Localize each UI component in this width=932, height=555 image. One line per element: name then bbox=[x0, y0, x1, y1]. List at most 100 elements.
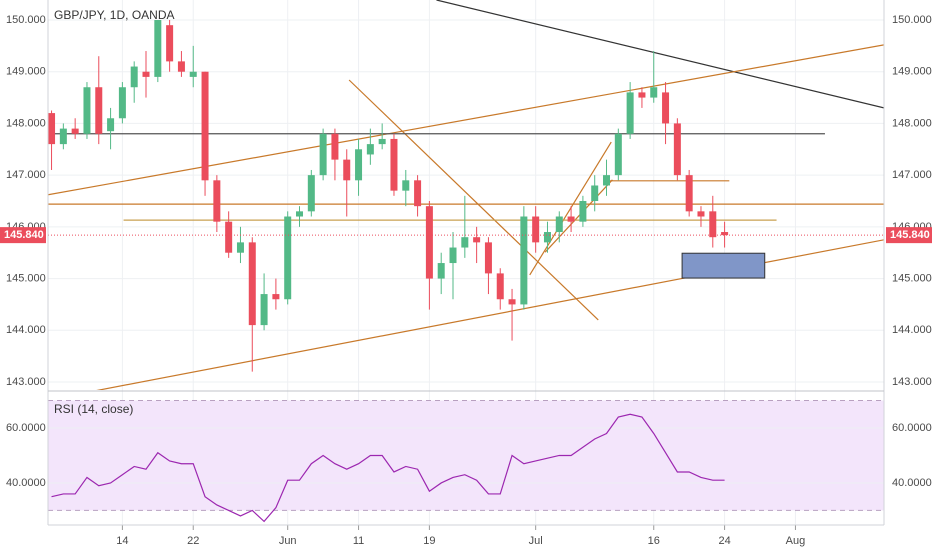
last-price-badge bbox=[886, 227, 932, 244]
y-tick-label: 150.000 bbox=[892, 14, 932, 26]
candle-body bbox=[118, 87, 126, 119]
last-price-label: 145.840 bbox=[890, 229, 930, 241]
candle-body bbox=[709, 211, 717, 238]
y-tick-label: 149.000 bbox=[6, 66, 46, 78]
x-tick-label: 22 bbox=[187, 535, 199, 547]
candle-body bbox=[579, 200, 587, 222]
band-fill bbox=[48, 400, 884, 511]
y-tick-label: 143.000 bbox=[892, 376, 932, 388]
candle-body bbox=[543, 232, 551, 243]
x-tick-label: Jun bbox=[279, 535, 297, 547]
candle-body bbox=[532, 216, 540, 243]
candle-body bbox=[343, 159, 351, 181]
candle-body bbox=[378, 138, 386, 145]
y-tick-label: 147.000 bbox=[6, 169, 46, 181]
trend-line bbox=[348, 79, 599, 321]
candle-body bbox=[591, 185, 599, 201]
candle-body bbox=[59, 128, 67, 145]
x-tick-label: Jul bbox=[529, 535, 543, 547]
chart-title: GBP/JPY, 1D, OANDA bbox=[54, 8, 175, 22]
candle-body bbox=[638, 92, 646, 98]
candle-body bbox=[236, 242, 244, 253]
candle-body bbox=[154, 20, 162, 77]
pane bbox=[48, 400, 884, 523]
candle-body bbox=[95, 87, 103, 134]
candle-body bbox=[260, 294, 268, 326]
last-price-badge bbox=[0, 227, 46, 244]
candle-body bbox=[189, 71, 197, 77]
candle-body bbox=[461, 237, 469, 248]
x-tick-label: 11 bbox=[353, 535, 364, 547]
x-tick-label: 19 bbox=[423, 535, 435, 547]
y-tick-label: 150.000 bbox=[6, 14, 46, 26]
candle-body bbox=[555, 216, 563, 233]
y-tick-label: 144.000 bbox=[6, 324, 46, 336]
candle-body bbox=[319, 133, 327, 176]
candle-body bbox=[307, 175, 315, 212]
y-tick-label: 40.0000 bbox=[6, 477, 46, 489]
x-tick-label: 16 bbox=[648, 535, 660, 547]
candle-body bbox=[166, 25, 174, 62]
y-tick-label: 149.000 bbox=[892, 66, 932, 78]
candle-body bbox=[225, 221, 233, 253]
candle-body bbox=[390, 138, 398, 191]
y-tick-label: 40.0000 bbox=[892, 477, 932, 489]
candle-body bbox=[662, 92, 670, 124]
candle-body bbox=[437, 263, 445, 279]
candle-body bbox=[685, 175, 693, 212]
x-tick-label: Aug bbox=[786, 535, 806, 547]
candle-body bbox=[284, 216, 292, 300]
candle-body bbox=[414, 180, 422, 207]
candle-body bbox=[296, 211, 304, 217]
candle-body bbox=[71, 128, 79, 134]
candle-body bbox=[425, 206, 433, 279]
trend-line bbox=[48, 44, 884, 196]
candle-body bbox=[567, 216, 575, 222]
last-price-label: 145.840 bbox=[4, 229, 44, 241]
candle-body bbox=[520, 216, 528, 305]
candle-body bbox=[48, 113, 56, 145]
candle-body bbox=[107, 118, 115, 132]
x-tick-label: 24 bbox=[718, 535, 730, 547]
y-tick-label: 145.000 bbox=[892, 272, 932, 284]
candle-body bbox=[508, 299, 516, 305]
candle-body bbox=[697, 211, 705, 217]
candle-body bbox=[496, 273, 504, 300]
rsi-title: RSI (14, close) bbox=[54, 402, 133, 416]
candle-body bbox=[721, 232, 729, 236]
candle-body bbox=[603, 175, 611, 186]
candle-body bbox=[473, 237, 481, 243]
candle-body bbox=[177, 61, 185, 72]
rsi-line bbox=[51, 413, 725, 523]
candle-body bbox=[366, 144, 374, 155]
candle-body bbox=[331, 133, 339, 160]
candle-body bbox=[213, 180, 221, 222]
candle-body bbox=[449, 247, 457, 264]
y-tick-label: 145.000 bbox=[6, 272, 46, 284]
pane bbox=[48, 0, 884, 390]
y-tick-label: 143.000 bbox=[6, 376, 46, 388]
y-tick-label: 148.000 bbox=[6, 117, 46, 129]
candle-body bbox=[83, 87, 91, 134]
candle-body bbox=[201, 71, 209, 181]
trend-line bbox=[529, 141, 612, 276]
zone-box bbox=[681, 252, 766, 279]
y-tick-label: 144.000 bbox=[892, 324, 932, 336]
candle-body bbox=[650, 87, 658, 98]
candle-body bbox=[673, 123, 681, 176]
y-tick-label: 60.0000 bbox=[892, 422, 932, 434]
candle-body bbox=[142, 71, 150, 77]
candle-body bbox=[484, 242, 492, 274]
candle-body bbox=[248, 242, 256, 326]
candle-body bbox=[626, 92, 634, 134]
candle-body bbox=[402, 180, 410, 191]
trend-line bbox=[544, 179, 613, 253]
y-tick-label: 148.000 bbox=[892, 117, 932, 129]
candle-body bbox=[355, 149, 363, 181]
candle-body bbox=[614, 133, 622, 176]
y-tick-label: 60.0000 bbox=[6, 422, 46, 434]
candle-body bbox=[130, 66, 138, 88]
x-tick-label: 14 bbox=[116, 535, 128, 547]
